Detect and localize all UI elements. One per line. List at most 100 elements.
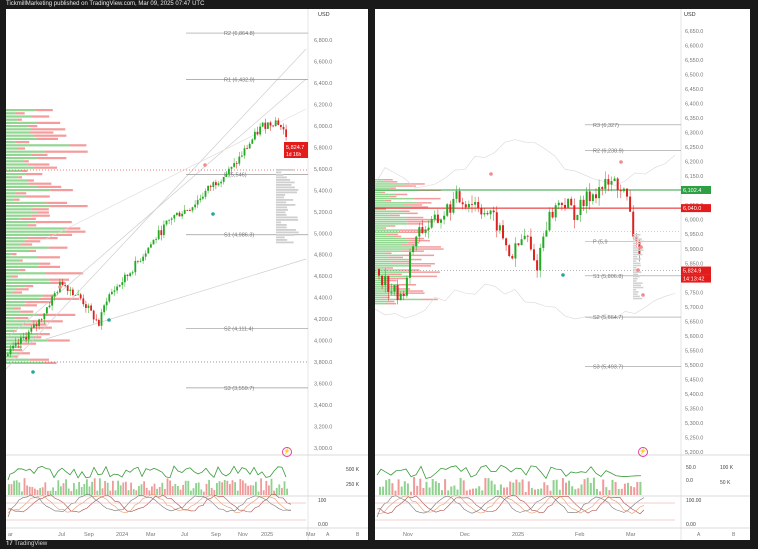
left-session-profile-bar <box>276 219 299 221</box>
left-candle-body <box>272 125 274 127</box>
left-price-tick: 4,400.0 <box>314 296 332 302</box>
left-volume-bar <box>182 484 184 495</box>
right-volume-profile-bar <box>375 233 387 236</box>
right-volume-profile-bar <box>389 214 400 217</box>
right-volume-bar <box>385 480 388 495</box>
right-volume-profile-bar <box>388 225 396 227</box>
left-volume-profile-bar <box>18 352 30 355</box>
right-candle-body <box>557 202 560 206</box>
right-volume-profile-bar <box>411 206 429 208</box>
left-volume-bar <box>148 490 151 495</box>
right-volume-profile-bar <box>421 298 438 301</box>
left-volume-profile-bar <box>25 173 43 176</box>
left-volume-bar <box>203 491 205 495</box>
right-volume-profile-bar <box>388 256 404 259</box>
right-session-profile-bar <box>633 280 637 282</box>
left-candle-body <box>82 298 85 305</box>
left-volume-profile-bar <box>17 147 26 150</box>
right-volume-profile-bar <box>375 252 386 254</box>
left-candle-body <box>176 212 178 216</box>
right-volume-bar <box>561 478 564 495</box>
right-candle-body <box>495 212 498 231</box>
right-log-scale-button[interactable]: B <box>732 532 736 538</box>
right-candle-body <box>467 203 470 208</box>
right-candle-body <box>604 178 607 189</box>
right-volume-profile-bar <box>395 185 416 187</box>
right-volume-profile-bar <box>406 237 425 240</box>
left-volume-profile-bar <box>44 361 57 364</box>
left-volume-bar <box>216 483 218 495</box>
right-price-tick: 6,300.0 <box>685 131 703 137</box>
right-volume-profile-bar <box>404 183 425 185</box>
left-volume-profile-bar <box>31 153 48 156</box>
right-signal-marker <box>641 293 645 297</box>
right-price-tick: 6,200.0 <box>685 160 703 166</box>
left-volume-bar <box>67 488 70 495</box>
left-volume-bar <box>49 490 52 495</box>
right-volume-bar <box>630 486 633 495</box>
left-log-scale-button[interactable]: B <box>356 532 360 538</box>
left-chart-panel[interactable]: 6,800.0 6,600.0 6,400.0 6,200.0 6,000.0 5,800… <box>6 9 368 540</box>
right-volume-bar <box>441 490 443 495</box>
right-session-profile-bar <box>633 286 644 289</box>
left-volume-profile-bar <box>6 163 28 166</box>
left-candle-body <box>77 294 79 296</box>
right-chart-panel[interactable]: 6,650.0 6,600.0 6,550.0 6,500.0 6,450.0 6,400… <box>375 9 750 540</box>
right-currency-label: USD <box>684 12 696 18</box>
right-events-icon[interactable]: ⚡ <box>638 447 648 457</box>
left-volume-profile-bar <box>69 144 87 147</box>
left-volume-bar <box>275 487 278 495</box>
right-session-profile-bar <box>633 291 639 293</box>
left-volume-profile-bar <box>65 230 86 233</box>
right-candle-body <box>607 178 610 185</box>
right-chart-canvas[interactable]: 6,650.0 6,600.0 6,550.0 6,500.0 6,450.0 6,400… <box>375 9 750 540</box>
right-price-tick: 5,300.0 <box>685 421 703 427</box>
left-events-icon[interactable]: ⚡ <box>282 447 292 457</box>
right-price-tick: 5,350.0 <box>685 406 703 412</box>
left-candle-body <box>17 342 20 344</box>
left-volume-profile-bar <box>27 163 50 166</box>
left-volume-bar <box>257 491 260 495</box>
left-candle-body <box>168 219 170 221</box>
left-candle-body <box>243 148 246 156</box>
left-candle-body <box>66 285 69 291</box>
left-volume-bar <box>255 481 257 495</box>
right-volume-profile-bar <box>382 296 390 299</box>
left-session-profile-bar <box>276 234 295 236</box>
left-volume-bar <box>52 487 54 495</box>
left-volume-bar <box>143 481 145 495</box>
left-session-profile-bar <box>276 241 294 244</box>
right-candle-body <box>436 214 439 223</box>
left-auto-scale-button[interactable]: A <box>326 532 330 538</box>
left-candle-body <box>108 294 111 302</box>
left-volume-bar <box>93 478 96 495</box>
right-candle-body <box>579 199 582 216</box>
left-volume-profile-bar <box>6 141 16 144</box>
left-price-tick: 4,800.0 <box>314 253 332 259</box>
left-volume-profile-bar <box>27 224 37 227</box>
left-volume-bar <box>169 480 171 495</box>
right-auto-scale-button[interactable]: A <box>697 532 701 538</box>
right-time-label: Dec <box>460 532 470 538</box>
left-volume-profile-bar <box>6 349 13 352</box>
left-candle-body <box>90 305 92 311</box>
right-candle-body <box>477 201 480 209</box>
right-volume-bar <box>592 477 595 495</box>
right-volume-bar <box>416 485 419 495</box>
left-volume-profile-bar <box>46 201 68 204</box>
right-session-profile-bar <box>633 240 644 243</box>
left-chart-canvas[interactable]: 6,800.0 6,600.0 6,400.0 6,200.0 6,000.0 5,800… <box>6 9 368 540</box>
left-volume-profile-bar <box>13 355 19 358</box>
left-volume-profile-bar <box>6 288 16 291</box>
left-volume-bar <box>187 480 190 495</box>
left-candle-body <box>129 273 131 276</box>
left-volume-profile-bar <box>15 288 29 291</box>
right-volume-profile-bar <box>383 179 393 181</box>
left-candle-body <box>152 239 155 245</box>
right-candle-body <box>526 235 529 237</box>
left-time-label: 2025 <box>261 532 273 538</box>
left-volume-profile-bar <box>6 307 15 310</box>
left-candle-body <box>69 289 72 291</box>
left-candle-body <box>238 156 241 164</box>
left-volume-bar <box>210 487 213 495</box>
